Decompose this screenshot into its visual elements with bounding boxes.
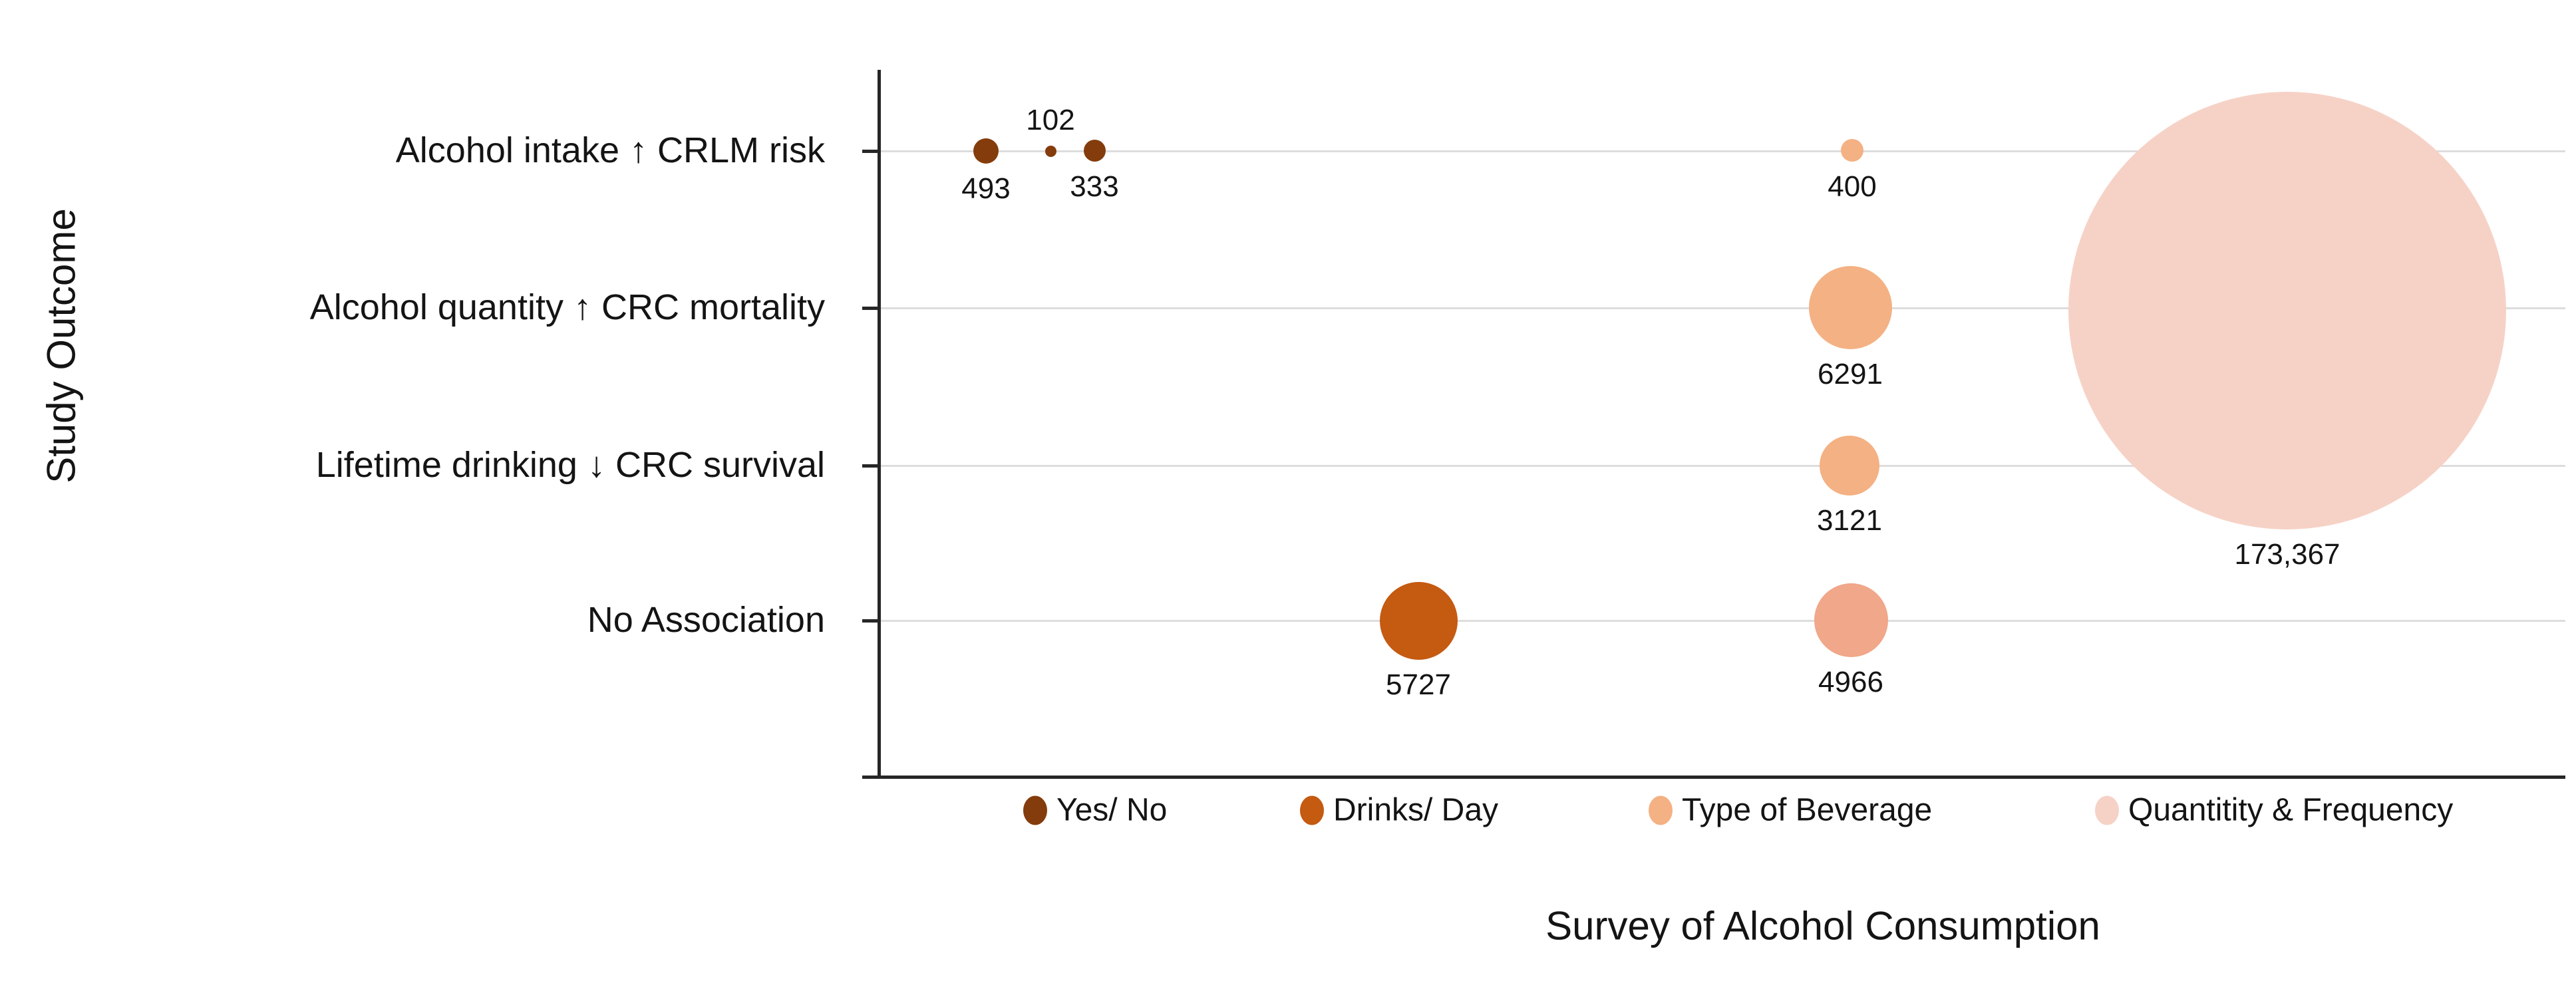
y-axis-title: Study Outcome [39,208,84,484]
bubble-493 [973,138,999,164]
legend-item-yes-no: Yes/ No [1023,792,1167,829]
bubble-value-label: 3121 [1817,504,1882,537]
legend-item-type-of-beverage: Type of Beverage [1649,792,1932,829]
bubble-value-label: 5727 [1386,668,1451,701]
y-category-label: Alcohol quantity ↑ CRC mortality [309,287,825,327]
bubble-400 [1841,139,1863,162]
y-category-label: No Association [587,599,825,640]
bubble-6291 [1808,265,1892,349]
bubble-102 [1045,145,1056,157]
y-category-label: Alcohol intake ↑ CRLM risk [395,130,825,170]
gridline [879,465,2565,467]
legend-label: Yes/ No [1056,792,1168,828]
y-axis-line [878,70,881,778]
legend-swatch-icon [1649,795,1673,825]
bubble-value-label: 4966 [1818,665,1883,698]
legend-item-drinks-day: Drinks/ Day [1300,792,1498,829]
y-axis-tick [862,619,879,623]
legend-item-quantitity-frequency: Quantitity & Frequency [2095,792,2453,829]
gridline [879,150,2565,152]
bubble-value-label: 6291 [1818,357,1883,390]
bubble-3121 [1820,436,1879,496]
legend-label: Quantitity & Frequency [2128,792,2454,828]
gridline [879,620,2565,622]
legend-label: Drinks/ Day [1333,792,1499,828]
legend-swatch-icon [2095,795,2119,825]
y-axis-tick [862,307,879,310]
x-axis-title: Survey of Alcohol Consumption [1545,903,2100,948]
bubble-value-label: 493 [961,172,1011,205]
bubble-value-label: 400 [1828,170,1877,203]
bubble-value-label: 102 [1026,103,1075,136]
y-axis-tick [862,150,879,153]
bubble-333 [1083,139,1106,162]
gridline [879,307,2565,309]
bubble-value-label: 173,367 [2234,538,2340,571]
bubble-value-label: 333 [1070,170,1119,203]
y-axis-tick [862,464,879,468]
bubble-5727 [1379,581,1458,660]
bubble-173367 [2068,92,2506,529]
legend-swatch-icon [1300,795,1324,825]
x-axis-line [862,776,2565,779]
y-category-label: Lifetime drinking ↓ CRC survival [315,444,825,485]
legend-swatch-icon [1023,795,1047,825]
bubble-4966 [1814,583,1888,657]
legend-label: Type of Beverage [1682,792,1933,828]
